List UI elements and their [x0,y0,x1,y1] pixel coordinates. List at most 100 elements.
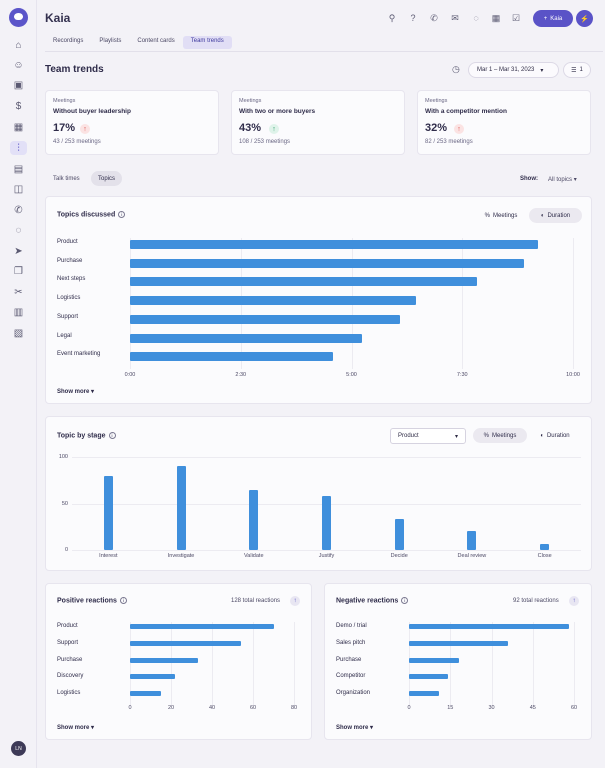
show-more-label: Show more [336,725,369,731]
info-icon[interactable]: i [118,211,126,218]
show-value: All topics [548,177,573,183]
stage-select[interactable]: Product ▾ [390,428,466,444]
tab-topics[interactable]: Topics [91,171,123,186]
document-icon[interactable]: ▤ [13,163,24,175]
chart-bar [130,624,274,629]
gridline [212,622,213,706]
dollar-icon[interactable]: $ [15,100,22,112]
map-icon[interactable]: ▧ [13,327,24,339]
category-label: Sales pitch [336,639,366,646]
filter-button[interactable]: ☰ 1 [563,62,591,78]
duration-toggle[interactable]: ◐ Duration [529,208,582,223]
show-more-button[interactable]: Show more ▾ [336,724,373,731]
arrow-up-icon[interactable]: ↑ [569,596,579,606]
tab-playlists[interactable]: Playlists [99,38,122,44]
category-label: Logistics [57,690,81,697]
phone-icon[interactable]: ✆ [430,12,438,23]
chart-bar [130,258,525,268]
chat-icon[interactable]: ◌ [15,224,22,236]
info-icon[interactable]: i [119,597,127,604]
category-label: Discovery [57,673,84,680]
axis-tick-label: 40 [208,705,216,711]
chart-bar [130,657,198,663]
chat-icon[interactable]: ◌ [473,13,479,23]
inbox-icon[interactable]: ◫ [13,183,24,195]
card-title: Negative reactions i [336,597,409,605]
axis-tick-label: 60 [249,705,257,711]
show-more-button[interactable]: Show more ▾ [57,724,94,731]
info-icon[interactable]: i [108,432,116,439]
category-label: Support [57,639,79,646]
chart-bar [467,531,477,550]
duration-label: Duration [546,432,570,439]
stat-card[interactable]: Meetings With two or more buyers 43% ↑ 1… [231,90,405,155]
gridline [462,238,464,369]
chart-bar [409,691,440,697]
page-title: Team trends [45,64,104,75]
chart-bar [130,296,417,306]
gridline [532,622,534,706]
date-range-picker[interactable]: Mar 1 – Mar 31, 2023 ▾ [468,62,559,78]
meetings-toggle[interactable]: % Meetings [478,208,524,223]
card-title: Topics discussed i [57,211,126,219]
chart-bar [409,657,459,663]
spark-icon[interactable]: ⚡ [576,10,593,27]
category-label: Purchase [57,656,83,663]
chart-bar [130,691,161,697]
waveform-icon[interactable]: ⫶ [10,141,27,155]
stat-description: With a competitor mention [425,108,507,115]
card-title: Positive reactions i [57,597,127,604]
arrow-up-icon: ↑ [269,124,279,134]
scissors-icon[interactable]: ✂ [14,286,23,298]
help-icon[interactable]: ? [410,13,416,23]
stat-card[interactable]: Meetings Without buyer leadership 17% ↑ … [45,90,219,155]
show-more-button[interactable]: Show more ▾ [57,388,94,395]
axis-tick-label: 50 [61,500,68,507]
tab-recordings[interactable]: Recordings [53,38,84,44]
users-icon[interactable]: ☺ [13,59,24,71]
gridline [450,622,452,706]
meetings-label: Meetings [492,212,518,219]
stat-card[interactable]: Meetings With a competitor mention 32% ↑… [417,90,591,155]
stage-title: Topic by stage [57,432,106,440]
chevron-down-icon: ▾ [91,389,95,395]
calendar-icon[interactable]: ▦ [491,12,501,23]
category-label: Validate [244,553,264,559]
chart-bar [176,466,186,550]
topics-title: Topics discussed [57,211,116,219]
checklist-icon[interactable]: ☑ [511,12,521,23]
axis-tick-label: 7:30 [456,372,468,378]
category-label: Organization [336,690,371,697]
search-icon[interactable]: ⚲ [388,12,396,23]
copy-icon[interactable]: ❐ [14,265,23,277]
negative-title: Negative reactions [336,597,399,605]
show-select[interactable]: All topics ▾ [548,176,577,183]
axis-tick-label: 80 [290,705,298,711]
logo[interactable] [9,8,28,27]
home-icon[interactable]: ⌂ [15,39,22,51]
brand-title: Kaia [45,11,71,25]
bar-chart-icon[interactable]: ▥ [13,306,24,318]
category-label: Purchase [57,257,83,264]
avatar[interactable]: LN [11,741,26,756]
tab-content-cards[interactable]: Content cards [137,38,175,44]
axis-tick-label: 45 [529,705,536,711]
axis-tick-label: 15 [447,705,454,711]
gridline [130,622,131,706]
positive-title: Positive reactions [57,597,117,605]
arrow-up-icon[interactable]: ↑ [290,596,300,606]
tab-team-trends[interactable]: Team trends [182,36,232,49]
phone-icon[interactable]: ✆ [14,204,23,216]
calendar-icon[interactable]: ▦ [13,121,24,133]
duration-toggle[interactable]: ◐ Duration [533,428,577,443]
stat-description: Without buyer leadership [53,108,131,115]
stat-meta: 108 / 253 meetings [239,139,291,145]
kaia-button[interactable]: + Kaia [533,10,573,27]
meetings-toggle[interactable]: % Meetings [473,428,527,443]
send-icon[interactable]: ➤ [14,245,23,257]
briefcase-icon[interactable]: ▣ [13,79,24,91]
mail-icon[interactable]: ✉ [451,12,459,23]
info-icon[interactable]: i [401,597,409,604]
tab-talk-times[interactable]: Talk times [53,175,80,182]
axis-tick-label: 2:30 [235,372,247,378]
